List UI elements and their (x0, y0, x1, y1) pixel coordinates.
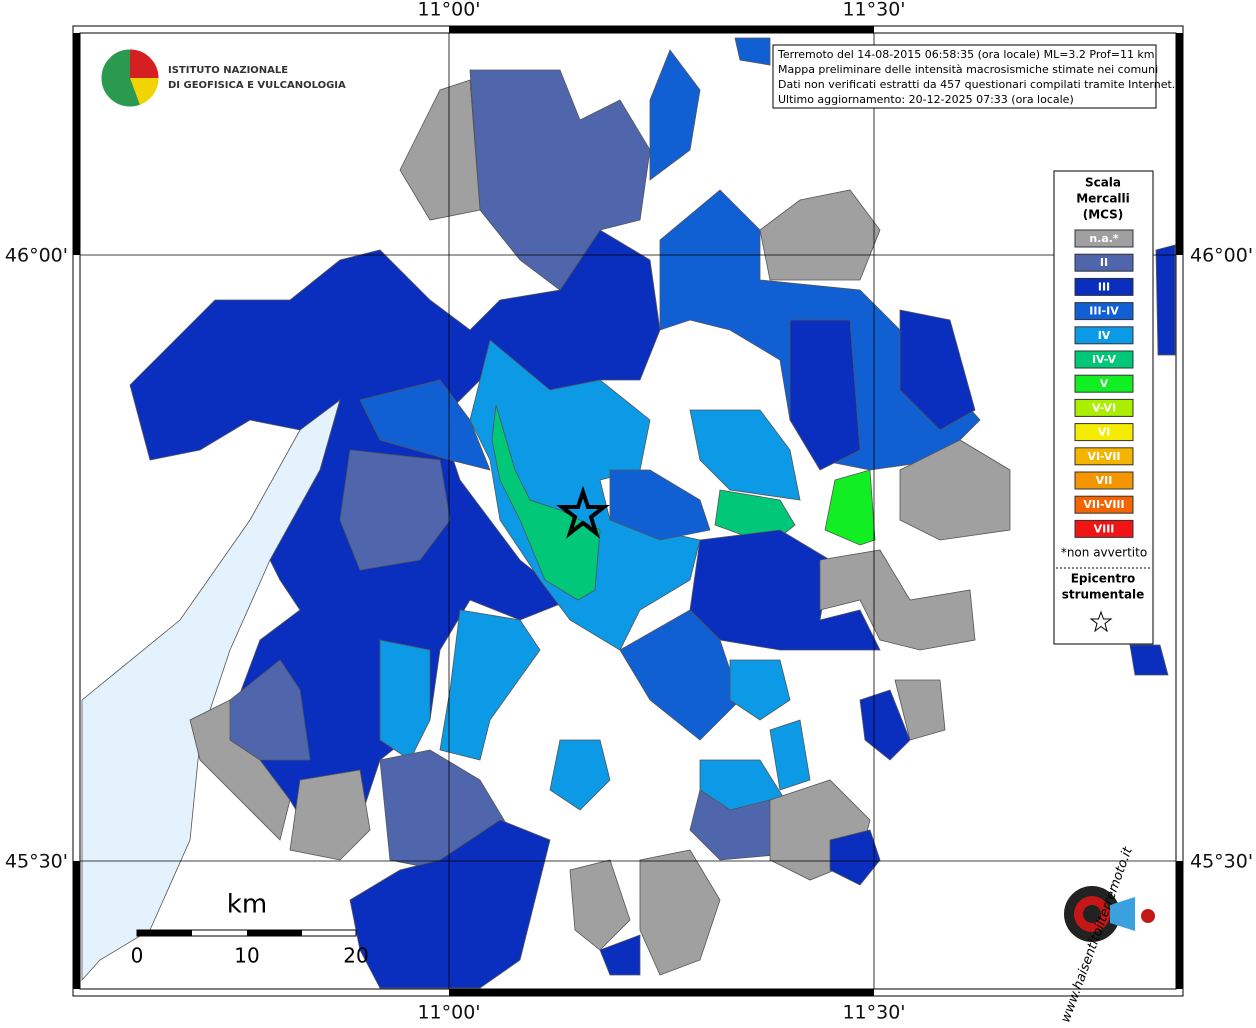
legend-label: n.a.* (1089, 232, 1119, 245)
institute-name: ISTITUTO NAZIONALE (168, 65, 288, 76)
legend-note: *non avvertito (1061, 546, 1147, 560)
municipalities (81, 37, 1176, 989)
institute-name: DI GEOFISICA E VULCANOLOGIA (168, 80, 346, 91)
info-line: Terremoto del 14-08-2015 06:58:35 (ora l… (777, 48, 1155, 61)
legend-swatch (1074, 423, 1134, 442)
lat-label: 46°00' (5, 245, 68, 267)
legend-swatch (1074, 374, 1134, 393)
scale-bar: km 0 10 20 (131, 890, 369, 968)
ingv-logo: ISTITUTO NAZIONALE DI GEOFISICA E VULCAN… (100, 48, 346, 108)
legend-label: VII (1096, 474, 1113, 487)
legend-swatch (1074, 302, 1134, 321)
legend-title: (MCS) (1083, 208, 1124, 222)
legend-title: Scala (1085, 176, 1121, 190)
legend-swatch (1074, 495, 1134, 514)
lat-label: 46°00' (1190, 245, 1253, 267)
legend-label: IV (1098, 329, 1111, 342)
scale-label: 10 (234, 944, 259, 968)
info-box (772, 44, 1157, 109)
info-line: Mappa preliminare delle intensità macros… (778, 63, 1158, 76)
lat-label: 45°30' (1190, 851, 1253, 873)
frame-ticks (73, 26, 1183, 996)
lat-label: 45°30' (5, 851, 68, 873)
legend-label: III (1098, 280, 1110, 293)
legend-swatch (1074, 253, 1134, 272)
legend-star (1089, 610, 1113, 633)
scale-label: 20 (343, 944, 368, 968)
legend-swatch (1074, 519, 1134, 538)
lon-label: 11°00' (417, 0, 480, 21)
legend-label: VII-VIII (1083, 498, 1124, 511)
legend-items: n.a.*IIIIIIII-IVIVIV-VVV-VIVIVI-VIIVIIVI… (1074, 229, 1134, 538)
legend-swatch (1074, 277, 1134, 296)
lon-label: 11°30' (842, 0, 905, 21)
epicenter-star (556, 485, 610, 539)
lon-label: 11°00' (417, 1002, 480, 1024)
info-lines: Terremoto del 14-08-2015 06:58:35 (ora l… (777, 48, 1175, 106)
legend-swatch (1074, 350, 1134, 369)
info-line: Ultimo aggiornamento: 20-12-2025 07:33 (… (778, 93, 1074, 106)
legend-label: IV-V (1092, 353, 1117, 366)
legend-swatch (1074, 398, 1134, 417)
lon-label: 11°30' (842, 1002, 905, 1024)
info-line: Dati non verificati estratti da 457 ques… (778, 78, 1175, 91)
scale-unit: km (227, 890, 267, 920)
legend-swatch (1074, 447, 1134, 466)
legend-label: VIII (1094, 522, 1115, 535)
legend-title: Mercalli (1076, 192, 1130, 206)
legend-label: III-IV (1089, 305, 1119, 318)
legend-swatch (1074, 471, 1134, 490)
scale-label: 0 (131, 944, 144, 968)
legend-epicenter: strumentale (1062, 588, 1145, 602)
legend-label: V-VI (1092, 401, 1116, 414)
legend-label: VI (1098, 426, 1111, 439)
graticule (80, 33, 1176, 989)
legend-swatch (1074, 326, 1134, 345)
legend-swatch (1074, 229, 1134, 248)
legend-label: II (1100, 256, 1108, 269)
legend-label: VI-VII (1087, 450, 1120, 463)
legend-epicenter: Epicentro (1071, 572, 1136, 586)
legend-label: V (1100, 377, 1109, 390)
